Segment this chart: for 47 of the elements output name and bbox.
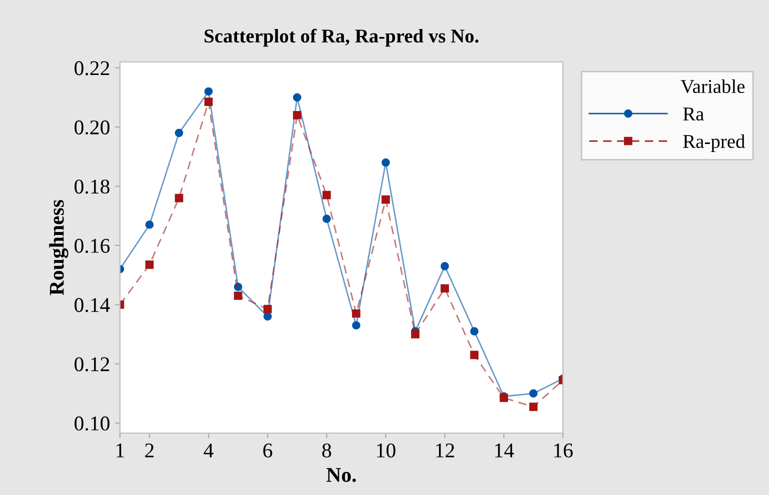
y-tick-label: 0.22 (74, 61, 110, 76)
point (440, 262, 449, 270)
point (322, 214, 331, 223)
point (204, 98, 213, 106)
x-tick-label: 16 (554, 444, 573, 458)
legend-title: Variable (680, 79, 745, 94)
legend-label: Ra (683, 108, 704, 121)
point (174, 128, 184, 138)
chart-title: Scatterplot of Ra, Ra-pred vs No. (204, 28, 478, 47)
point (292, 93, 302, 102)
point (204, 87, 213, 96)
point (440, 284, 449, 293)
x-tick-label: 12 (436, 444, 454, 458)
y-tick-label: 0.18 (74, 180, 110, 194)
y-tick-label: 0.16 (74, 238, 110, 253)
point (529, 389, 538, 398)
point (411, 330, 420, 338)
x-tick-label: 4 (204, 444, 214, 458)
point (382, 195, 390, 204)
x-tick-label: 14 (495, 444, 514, 458)
point (322, 190, 331, 200)
y-tick-label: 0.14 (74, 298, 110, 312)
point (263, 304, 272, 314)
point (145, 220, 154, 229)
x-tick-label: 8 (322, 443, 332, 458)
point (234, 282, 242, 292)
x-tick-label: 10 (377, 443, 396, 458)
legend-label: Ra-pred (683, 134, 745, 152)
point (145, 260, 154, 269)
point (470, 350, 478, 360)
y-tick-label: 0.12 (74, 357, 110, 372)
point (352, 321, 360, 330)
y-axis-title: Roughness (49, 200, 68, 296)
x-tick-label: 2 (145, 444, 154, 458)
point (352, 309, 360, 318)
x-axis-title: No. (326, 468, 356, 482)
y-tick-label: 0.10 (74, 416, 110, 431)
point (470, 327, 478, 336)
point (292, 110, 302, 120)
point (382, 158, 390, 167)
y-tick-label: 0.20 (74, 120, 110, 135)
x-tick-label: 1 (116, 444, 124, 458)
point (174, 194, 184, 202)
x-tick-label: 6 (263, 444, 272, 458)
point (234, 292, 242, 300)
point (263, 312, 272, 321)
point (529, 402, 538, 411)
